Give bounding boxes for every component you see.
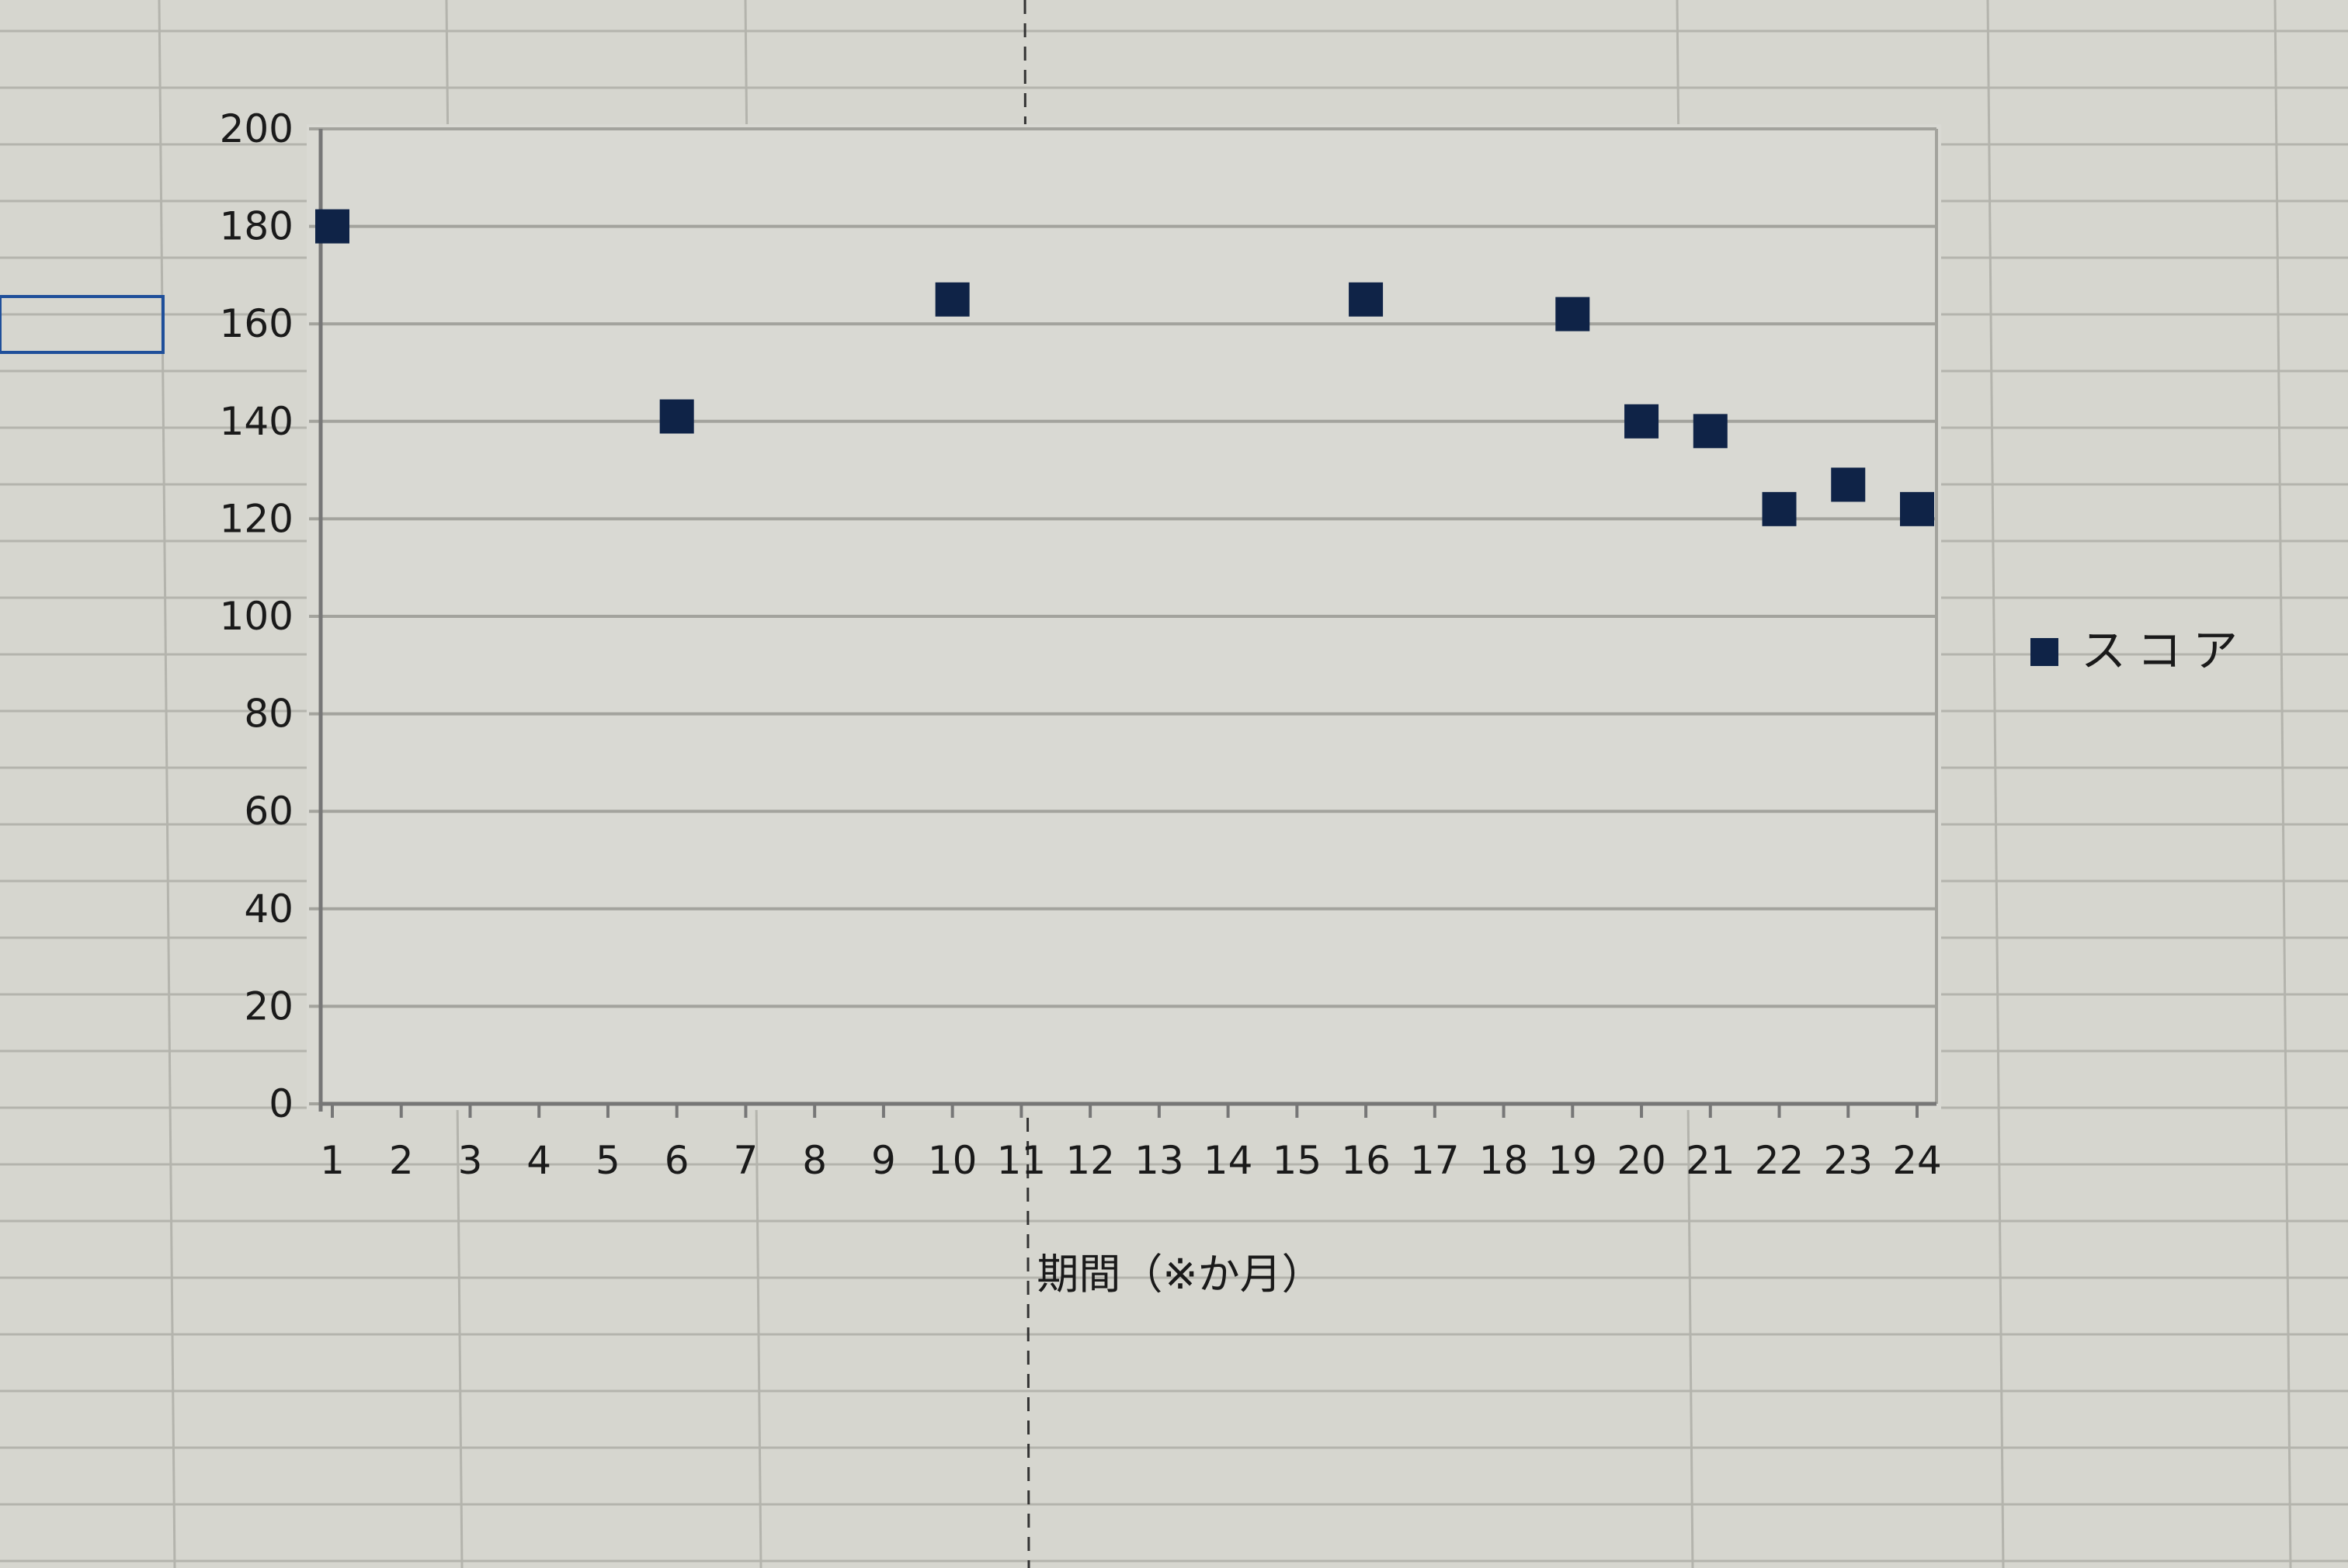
data-point [1624, 404, 1659, 439]
x-tick-label: 1 [320, 1138, 345, 1183]
x-tick-label: 9 [871, 1138, 896, 1183]
selected-cell[interactable] [0, 295, 165, 354]
x-tick-label: 4 [526, 1138, 551, 1183]
x-tick-label: 6 [665, 1138, 689, 1183]
x-tick-label: 16 [1341, 1138, 1391, 1183]
y-tick-label: 40 [244, 886, 294, 931]
x-tick-label: 23 [1823, 1138, 1873, 1183]
x-tick-label: 18 [1479, 1138, 1529, 1183]
x-tick-label: 5 [596, 1138, 620, 1183]
x-tick-label: 14 [1204, 1138, 1253, 1183]
data-point [1831, 467, 1866, 502]
x-tick-label: 13 [1134, 1138, 1184, 1183]
data-point [1349, 282, 1384, 317]
data-point [1900, 491, 1934, 526]
x-tick-label: 22 [1755, 1138, 1804, 1183]
y-tick-label: 0 [269, 1081, 294, 1126]
sheet-column-line [1986, 0, 2005, 1568]
sheet-column-line [2273, 0, 2292, 1568]
y-tick-label: 120 [220, 496, 294, 541]
sheet-column-line [158, 0, 176, 1568]
data-point [659, 399, 694, 434]
data-point [1693, 414, 1728, 449]
x-tick-label: 7 [734, 1138, 759, 1183]
y-tick-label: 140 [220, 399, 294, 444]
data-point [935, 282, 970, 317]
data-point [1762, 491, 1797, 526]
x-tick-label: 2 [389, 1138, 414, 1183]
y-tick-label: 100 [220, 594, 294, 639]
x-tick-label: 19 [1547, 1138, 1597, 1183]
legend: スコア [2030, 624, 2249, 677]
y-tick-label: 20 [244, 983, 294, 1029]
x-axis-title: 期間（※か月） [1037, 1250, 1323, 1299]
data-point [1555, 297, 1590, 331]
x-tick-label: 24 [1892, 1138, 1942, 1183]
y-tick-label: 60 [244, 789, 294, 834]
x-tick-label: 3 [458, 1138, 483, 1183]
x-tick-label: 17 [1410, 1138, 1460, 1183]
x-tick-label: 12 [1065, 1138, 1115, 1183]
x-tick-label: 20 [1617, 1138, 1666, 1183]
legend-label: スコア [2081, 624, 2249, 677]
x-tick-label: 10 [928, 1138, 978, 1183]
data-point [315, 209, 349, 244]
y-tick-label: 200 [220, 106, 294, 151]
y-tick-label: 180 [220, 204, 294, 249]
y-tick-label: 160 [220, 301, 294, 346]
x-tick-label: 8 [802, 1138, 827, 1183]
legend-marker [2030, 638, 2058, 666]
x-tick-label: 21 [1686, 1138, 1735, 1183]
x-tick-label: 15 [1273, 1138, 1322, 1183]
y-tick-label: 80 [244, 692, 294, 737]
x-tick-label: 11 [997, 1138, 1047, 1183]
